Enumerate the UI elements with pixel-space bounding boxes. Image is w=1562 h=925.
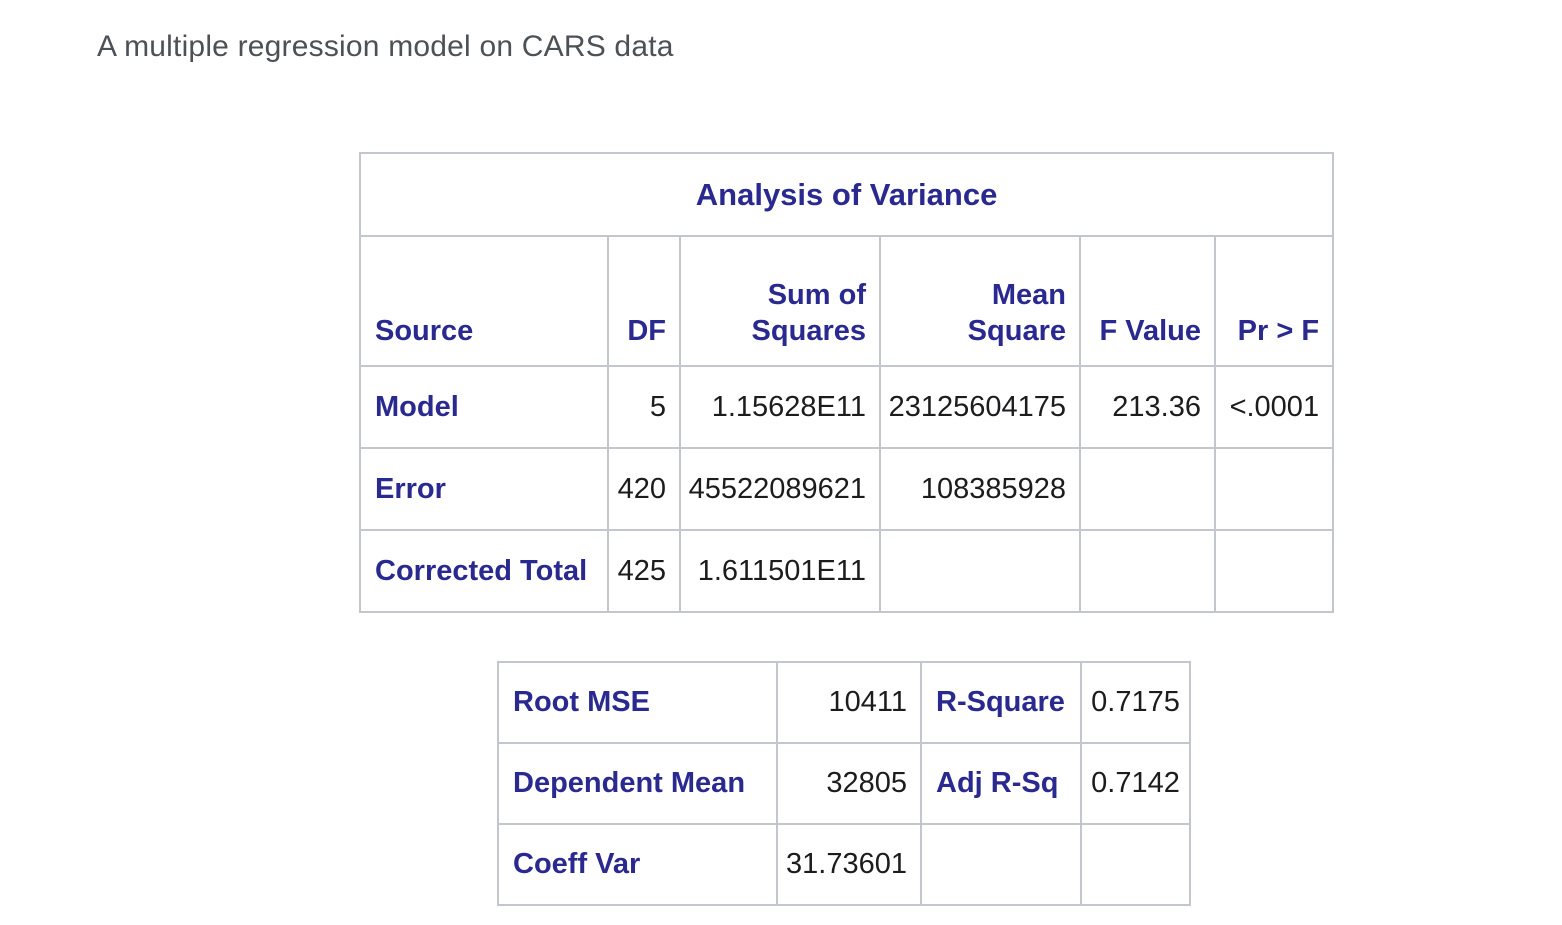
anova-header-df: DF [607, 235, 681, 367]
anova-title-row: Analysis of Variance [358, 152, 1335, 237]
fit-root-mse-label: Root MSE [497, 661, 778, 744]
fit-dependent-mean-label: Dependent Mean [497, 742, 778, 825]
anova-header-sum-of-squares: Sum of Squares [679, 235, 881, 367]
anova-model-df: 5 [607, 365, 681, 449]
anova-corrected-total-df: 425 [607, 529, 681, 613]
fit-adj-r-sq-value: 0.7142 [1080, 742, 1191, 825]
fit-coeff-var-label: Coeff Var [497, 823, 778, 906]
anova-model-sum-of-squares: 1.15628E11 [679, 365, 881, 449]
anova-table-title: Analysis of Variance [358, 152, 1335, 237]
anova-error-f-value [1079, 447, 1216, 531]
page-title: A multiple regression model on CARS data [97, 30, 674, 63]
anova-error-source: Error [359, 447, 609, 531]
anova-model-mean-square: 23125604175 [879, 365, 1081, 449]
anova-model-source: Model [359, 365, 609, 449]
anova-header-pr-f: Pr > F [1213, 235, 1335, 367]
anova-header-source: Source [359, 235, 609, 367]
fit-row-coeff-var: Coeff Var 31.73601 [497, 823, 1191, 906]
anova-header-f-value: F Value [1079, 235, 1216, 367]
anova-header-row: Source DF Sum of Squares Mean Square F V… [359, 235, 1335, 367]
anova-header-mean-square: Mean Square [879, 235, 1081, 367]
anova-error-pr-f [1213, 447, 1335, 531]
fit-empty-label [920, 823, 1082, 906]
anova-model-pr-f: <.0001 [1213, 365, 1335, 449]
anova-corrected-total-pr-f [1213, 529, 1335, 613]
fit-empty-value [1080, 823, 1191, 906]
anova-row-corrected-total: Corrected Total 425 1.611501E11 [359, 529, 1335, 613]
fit-adj-r-sq-label: Adj R-Sq [920, 742, 1082, 825]
fit-coeff-var-value: 31.73601 [776, 823, 922, 906]
fit-row-dependent-mean: Dependent Mean 32805 Adj R-Sq 0.7142 [497, 742, 1191, 825]
fit-statistics-table: Root MSE 10411 R-Square 0.7175 Dependent… [497, 661, 1191, 906]
anova-corrected-total-source: Corrected Total [359, 529, 609, 613]
fit-root-mse-value: 10411 [776, 661, 922, 744]
fit-row-root-mse: Root MSE 10411 R-Square 0.7175 [497, 661, 1191, 744]
anova-model-f-value: 213.36 [1079, 365, 1216, 449]
anova-error-sum-of-squares: 45522089621 [679, 447, 881, 531]
fit-dependent-mean-value: 32805 [776, 742, 922, 825]
fit-r-square-value: 0.7175 [1080, 661, 1191, 744]
anova-table: Analysis of Variance Source DF Sum of Sq… [358, 152, 1335, 613]
anova-error-mean-square: 108385928 [879, 447, 1081, 531]
anova-row-error: Error 420 45522089621 108385928 [359, 447, 1335, 531]
anova-row-model: Model 5 1.15628E11 23125604175 213.36 <.… [359, 365, 1335, 449]
fit-r-square-label: R-Square [920, 661, 1082, 744]
anova-corrected-total-sum-of-squares: 1.611501E11 [679, 529, 881, 613]
anova-corrected-total-f-value [1079, 529, 1216, 613]
anova-corrected-total-mean-square [879, 529, 1081, 613]
anova-error-df: 420 [607, 447, 681, 531]
